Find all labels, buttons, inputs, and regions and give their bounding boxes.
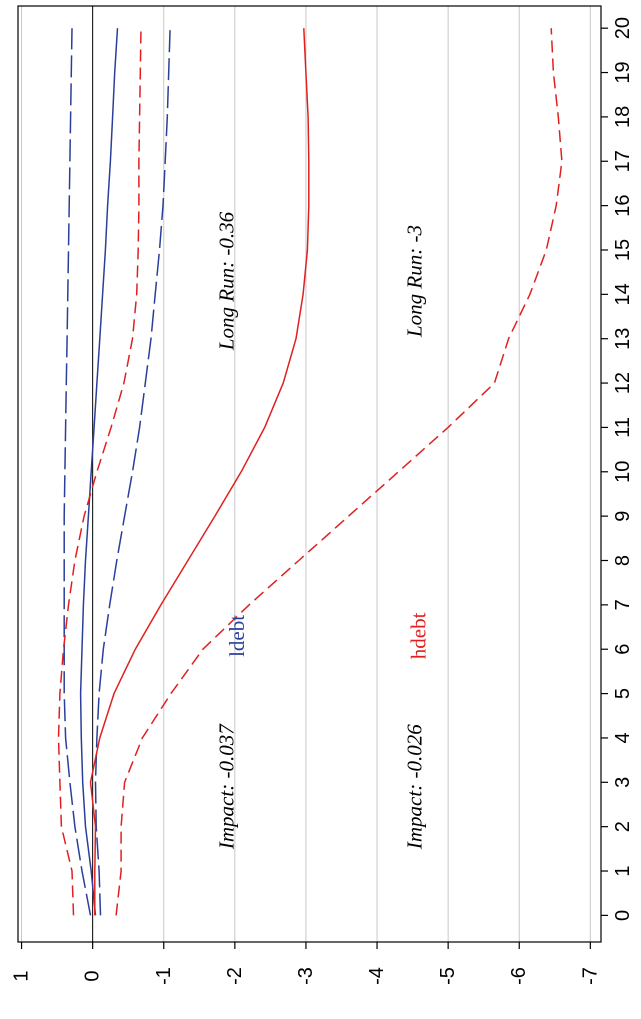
annotation-longrun-hdebt: Long Run: -3 <box>403 225 427 338</box>
y-tick-label--5: -5 <box>437 967 459 985</box>
series-label-hdebt: hdebt <box>406 612 430 659</box>
y-tick-label--6: -6 <box>508 967 530 985</box>
x-tick-label-10: 10 <box>612 461 634 483</box>
series-line-1 <box>63 28 92 916</box>
y-axis-ticks: 1 0 -1 -2 -3 -4 -5 -6 -7 <box>11 942 601 985</box>
x-tick-label-16: 16 <box>612 194 634 216</box>
x-tick-label-14: 14 <box>612 283 634 305</box>
x-tick-label-1: 1 <box>612 865 634 876</box>
series-lines <box>57 28 563 916</box>
y-tick-label--4: -4 <box>366 967 388 985</box>
annotation-longrun-ldebt: Long Run: -0.36 <box>214 211 238 351</box>
x-tick-label-6: 6 <box>612 644 634 655</box>
annotation-impact-hdebt: Impact: -0.026 <box>403 724 427 850</box>
y-tick-label--7: -7 <box>579 967 601 985</box>
x-tick-label-20: 20 <box>612 17 634 39</box>
y-tick-label--1: -1 <box>153 967 175 985</box>
x-tick-label-18: 18 <box>612 106 634 128</box>
x-tick-label-17: 17 <box>612 150 634 172</box>
series-line-2 <box>94 28 171 916</box>
y-tick-label--3: -3 <box>295 967 317 985</box>
y-tick-label-1: 1 <box>11 970 33 981</box>
x-tick-label-11: 11 <box>612 417 634 438</box>
x-tick-label-5: 5 <box>612 688 634 699</box>
x-tick-label-13: 13 <box>612 328 634 350</box>
grid-lines <box>21 6 591 942</box>
x-tick-label-15: 15 <box>612 239 634 261</box>
series-line-3 <box>89 28 310 916</box>
annotation-impact-ldebt: Impact: -0.037 <box>214 723 238 850</box>
x-tick-label-19: 19 <box>612 61 634 83</box>
x-tick-label-12: 12 <box>612 372 634 394</box>
series-line-4 <box>57 28 142 916</box>
x-tick-label-8: 8 <box>612 555 634 566</box>
series-line-5 <box>115 28 563 916</box>
x-tick-label-3: 3 <box>612 777 634 788</box>
plot-frame <box>17 5 602 943</box>
x-tick-label-2: 2 <box>612 821 634 832</box>
x-tick-label-0: 0 <box>612 910 634 921</box>
x-tick-label-4: 4 <box>612 732 634 743</box>
x-tick-label-9: 9 <box>612 511 634 522</box>
series-label-ldebt: ldebt <box>225 615 249 657</box>
y-tick-label-0: 0 <box>82 970 104 981</box>
y-tick-label--2: -2 <box>224 967 246 985</box>
x-tick-label-7: 7 <box>612 599 634 610</box>
series-line-0 <box>79 28 119 916</box>
